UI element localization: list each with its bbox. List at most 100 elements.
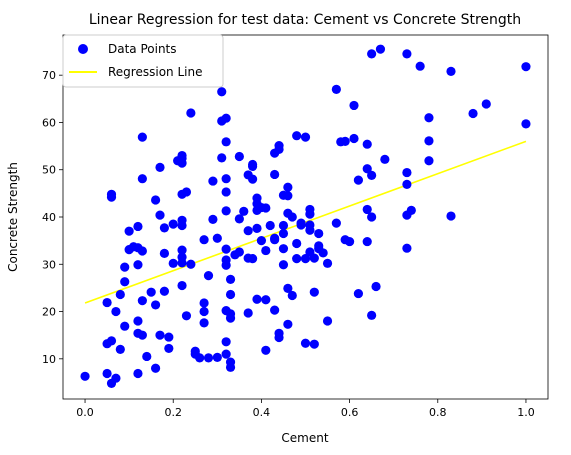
data-point [375, 44, 386, 54]
x-tick-label: 0.6 [341, 406, 359, 419]
data-point [181, 311, 192, 321]
data-point [159, 248, 170, 258]
data-point [111, 373, 121, 383]
data-point [177, 150, 187, 161]
data-point [349, 133, 359, 144]
data-point [344, 236, 355, 247]
data-point [292, 131, 302, 141]
data-point [261, 345, 271, 355]
data-point [243, 226, 253, 236]
data-point [367, 170, 377, 180]
data-point [318, 248, 328, 258]
y-tick-label: 30 [42, 258, 56, 271]
data-point [199, 298, 209, 308]
data-point [300, 254, 311, 264]
data-point [247, 161, 258, 172]
data-point [159, 286, 170, 296]
data-point [208, 214, 218, 224]
chart-title: Linear Regression for test data: Cement … [89, 12, 521, 28]
data-point [199, 235, 209, 245]
data-point [102, 297, 112, 308]
data-point [424, 136, 434, 146]
data-point [270, 305, 280, 315]
data-point [247, 254, 258, 264]
data-point [261, 245, 271, 256]
data-point [300, 132, 311, 142]
data-point [371, 281, 381, 292]
data-point [362, 204, 372, 215]
data-point [137, 296, 147, 306]
data-point [177, 189, 187, 199]
data-point [380, 154, 390, 164]
data-point [199, 306, 209, 317]
data-point [120, 321, 130, 331]
data-point [137, 132, 147, 142]
data-point [314, 241, 324, 251]
data-point [177, 158, 187, 168]
data-point [102, 368, 112, 379]
data-point [270, 233, 280, 243]
data-point [225, 289, 236, 300]
data-point [261, 203, 271, 213]
data-point [221, 187, 231, 197]
data-point [186, 108, 196, 118]
data-point [212, 233, 222, 243]
data-point [278, 260, 289, 270]
data-point [137, 330, 147, 340]
data-point [221, 174, 231, 184]
data-point [221, 337, 231, 347]
data-point [133, 368, 143, 379]
data-point [353, 175, 364, 185]
data-point [199, 318, 209, 328]
data-point [221, 349, 231, 359]
data-point [283, 191, 293, 201]
data-point [292, 254, 302, 264]
data-point [225, 362, 236, 372]
data-point [402, 179, 412, 189]
data-point [120, 262, 130, 272]
data-point [239, 206, 249, 216]
data-point [300, 338, 311, 348]
data-point [314, 228, 324, 239]
data-point [278, 228, 289, 239]
data-point [106, 192, 117, 202]
data-point [137, 174, 147, 184]
data-point [80, 371, 90, 381]
data-point [221, 206, 231, 216]
data-point [481, 99, 491, 109]
data-point [283, 319, 293, 329]
data-point [142, 351, 152, 362]
data-point [283, 182, 293, 192]
data-point [402, 243, 412, 253]
data-point [424, 113, 434, 123]
data-point [159, 223, 170, 233]
legend-box [62, 34, 224, 88]
data-point [177, 280, 187, 291]
data-point [221, 244, 231, 254]
data-point [292, 238, 302, 249]
data-point [278, 220, 289, 231]
data-point [322, 258, 333, 268]
data-point [402, 167, 412, 178]
data-point [168, 219, 178, 229]
data-point [305, 225, 315, 235]
data-point [274, 332, 284, 343]
legend-marker-data-points [78, 44, 88, 54]
data-point [203, 353, 214, 363]
x-tick-label: 0.2 [164, 406, 182, 419]
data-point [446, 66, 456, 76]
data-point [446, 211, 456, 221]
data-point [402, 49, 412, 59]
data-point [221, 113, 231, 123]
data-point [225, 313, 236, 323]
plot-area: 0.0 0.2 0.4 0.6 0.8 1.0 10 20 30 40 50 60 70 [42, 34, 549, 419]
data-point [234, 214, 244, 224]
x-axis-title: Cement [281, 431, 328, 445]
data-point [221, 137, 231, 147]
data-point [208, 176, 218, 186]
data-point [353, 288, 364, 299]
data-point [309, 253, 319, 263]
data-point [424, 156, 434, 166]
data-point [296, 220, 306, 230]
